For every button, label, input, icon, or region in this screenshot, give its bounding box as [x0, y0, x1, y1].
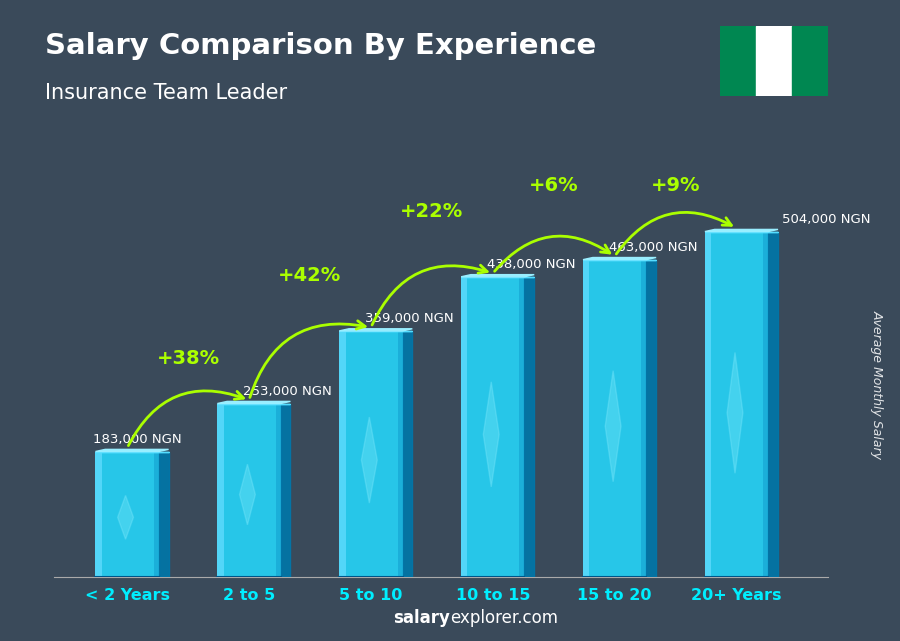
Text: Average Monthly Salary: Average Monthly Salary	[871, 310, 884, 459]
Text: 253,000 NGN: 253,000 NGN	[243, 385, 332, 398]
Bar	[720, 26, 756, 96]
Polygon shape	[402, 331, 412, 577]
Polygon shape	[525, 277, 535, 577]
Bar	[583, 260, 646, 577]
Bar	[339, 331, 346, 577]
Bar	[461, 277, 467, 577]
Bar	[705, 231, 711, 577]
Polygon shape	[769, 231, 778, 577]
Text: 359,000 NGN: 359,000 NGN	[364, 312, 454, 326]
Text: explorer.com: explorer.com	[450, 609, 558, 627]
Bar	[95, 451, 102, 577]
Polygon shape	[646, 260, 656, 577]
Polygon shape	[281, 404, 291, 577]
Polygon shape	[217, 401, 291, 404]
Polygon shape	[727, 353, 742, 473]
Polygon shape	[362, 417, 377, 503]
Bar	[217, 404, 281, 577]
Text: +22%: +22%	[400, 202, 464, 221]
Bar	[461, 277, 525, 577]
Bar	[398, 331, 402, 577]
Bar	[705, 231, 769, 577]
Polygon shape	[239, 464, 256, 525]
Polygon shape	[95, 449, 168, 451]
Bar	[642, 260, 646, 577]
Bar	[756, 26, 792, 96]
Text: 183,000 NGN: 183,000 NGN	[93, 433, 182, 446]
Polygon shape	[605, 370, 621, 482]
Text: 463,000 NGN: 463,000 NGN	[608, 241, 698, 254]
Bar	[154, 451, 158, 577]
Text: 438,000 NGN: 438,000 NGN	[487, 258, 575, 271]
Bar	[339, 331, 402, 577]
Text: +6%: +6%	[529, 176, 579, 196]
Polygon shape	[461, 274, 535, 277]
Bar	[763, 231, 769, 577]
Bar	[95, 451, 158, 577]
Text: +38%: +38%	[157, 349, 220, 368]
Polygon shape	[339, 329, 412, 331]
Polygon shape	[705, 229, 778, 231]
Bar	[792, 26, 828, 96]
Text: Salary Comparison By Experience: Salary Comparison By Experience	[45, 32, 596, 60]
Text: Insurance Team Leader: Insurance Team Leader	[45, 83, 287, 103]
Text: +42%: +42%	[278, 266, 342, 285]
Bar	[217, 404, 224, 577]
Text: salary: salary	[393, 609, 450, 627]
Polygon shape	[483, 382, 500, 487]
Bar	[583, 260, 590, 577]
Polygon shape	[583, 258, 656, 260]
Bar	[275, 404, 281, 577]
Text: 504,000 NGN: 504,000 NGN	[782, 213, 870, 226]
Bar	[519, 277, 525, 577]
Text: +9%: +9%	[651, 176, 700, 196]
Polygon shape	[118, 495, 133, 539]
Polygon shape	[158, 451, 168, 577]
